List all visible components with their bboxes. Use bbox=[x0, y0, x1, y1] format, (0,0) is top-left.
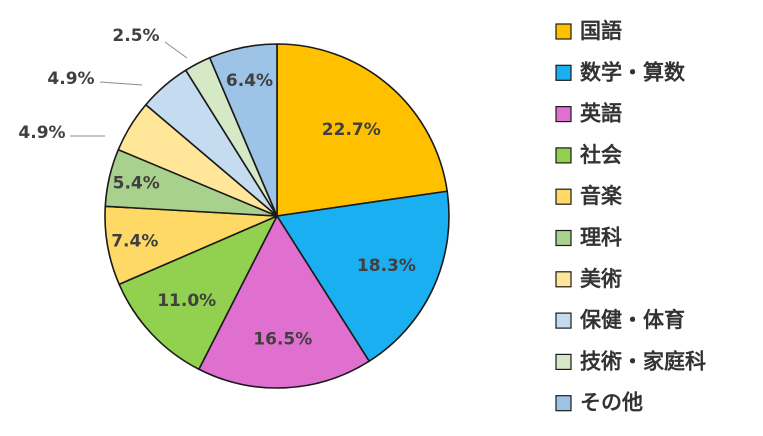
data-label: 18.3% bbox=[357, 256, 416, 276]
legend-swatch bbox=[555, 23, 572, 40]
legend-swatch bbox=[555, 64, 572, 81]
legend-label: 国語 bbox=[580, 19, 622, 43]
data-label: 16.5% bbox=[253, 330, 312, 350]
leader-line bbox=[164, 41, 188, 59]
legend-swatch bbox=[555, 188, 572, 205]
legend-label: 音楽 bbox=[580, 184, 623, 208]
pie-slice bbox=[208, 43, 278, 217]
pie-slices bbox=[104, 43, 450, 389]
legend-label: 英語 bbox=[580, 102, 622, 126]
data-label: 6.4% bbox=[226, 71, 273, 91]
legend-label: 保健・体育 bbox=[579, 308, 685, 332]
data-label: 4.9% bbox=[47, 69, 94, 89]
legend-swatch bbox=[555, 105, 572, 123]
legend-label: 美術 bbox=[580, 267, 622, 291]
data-label: 5.4% bbox=[113, 174, 160, 194]
leader-line bbox=[99, 81, 143, 86]
legend-swatch bbox=[555, 271, 572, 288]
data-label: 22.7% bbox=[322, 120, 381, 140]
legend-swatch bbox=[555, 229, 572, 247]
legend-swatch bbox=[555, 312, 572, 329]
legend-label: 数学・算数 bbox=[580, 60, 686, 84]
legend-label: 社会 bbox=[579, 143, 622, 167]
legend-label: その他 bbox=[580, 391, 643, 415]
pie-slice bbox=[198, 215, 370, 389]
pie-slice bbox=[276, 43, 449, 217]
legend-swatch bbox=[555, 395, 572, 412]
legend-swatch bbox=[555, 353, 572, 370]
leader-lines bbox=[70, 41, 188, 137]
data-label: 4.9% bbox=[18, 123, 65, 143]
data-label: 2.5% bbox=[112, 26, 159, 46]
legend-swatch bbox=[555, 147, 572, 164]
legend-label: 理科 bbox=[580, 226, 622, 250]
data-label: 7.4% bbox=[111, 231, 158, 251]
legend-label: 技術・家庭科 bbox=[580, 349, 706, 373]
pie-slice bbox=[118, 215, 278, 371]
pie-slice bbox=[276, 190, 450, 363]
data-label: 11.0% bbox=[157, 291, 216, 311]
data-labels: 22.7% 18.3% 16.5% 11.0% 7.4% 5.4% 4.9% 4.9% 2.5%… bbox=[18, 26, 415, 350]
